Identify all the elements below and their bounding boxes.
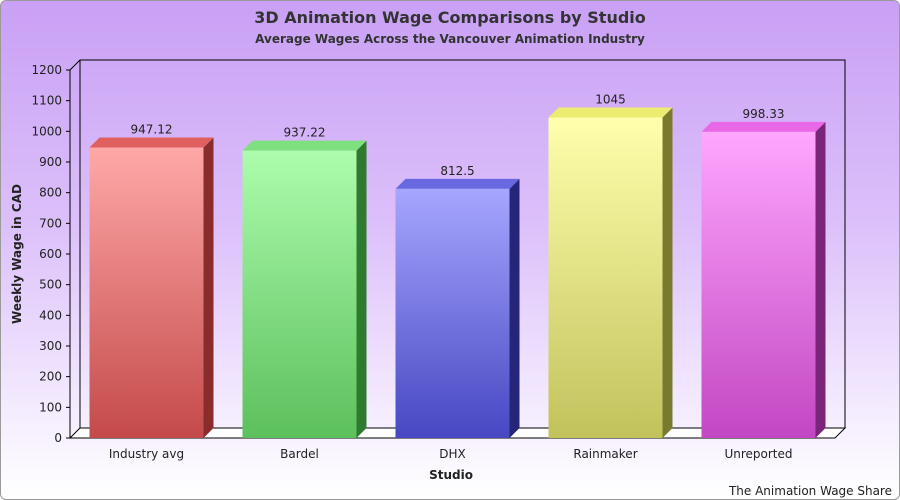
y-tick-label: 1100 [31, 94, 62, 108]
bar [242, 150, 357, 438]
x-axis-label: Studio [429, 468, 473, 482]
bar-industry-avg [89, 137, 214, 438]
y-tick-label: 1200 [31, 63, 62, 77]
bar-bardel [242, 140, 367, 438]
chart-title: 3D Animation Wage Comparisons by Studio [254, 8, 646, 27]
y-tick-label: 900 [39, 155, 62, 169]
bar-rainmaker [548, 107, 673, 439]
bar [89, 147, 204, 438]
bar [701, 131, 816, 438]
data-label: 998.33 [743, 107, 785, 121]
data-label: 947.12 [131, 123, 173, 137]
x-tick-label: Unreported [724, 447, 792, 461]
bar-unreported [701, 121, 826, 439]
y-tick-label: 800 [39, 186, 62, 200]
bar-dhx [395, 178, 520, 439]
y-tick-label: 100 [39, 400, 62, 414]
y-axis-label: Weekly Wage in CAD [10, 184, 24, 324]
bar-side [662, 107, 673, 439]
x-tick-label: Bardel [280, 447, 319, 461]
y-tick-label: 300 [39, 339, 62, 353]
wall-edge [69, 59, 81, 71]
bar-top [701, 121, 826, 132]
data-label: 937.22 [284, 126, 326, 140]
y-tick-label: 400 [39, 308, 62, 322]
plot-area: 0 100 200 300 400 500 600 700 800 900 1000 1100 1200… [31, 59, 847, 461]
y-tick-label: 700 [39, 216, 62, 230]
x-tick-label: Rainmaker [573, 447, 637, 461]
bar [548, 117, 663, 439]
y-tick-label: 0 [54, 431, 62, 445]
bar-top [395, 178, 520, 189]
y-tick-label: 200 [39, 370, 62, 384]
bar-side [815, 121, 826, 439]
footer-credit: The Animation Wage Share [728, 484, 892, 498]
data-label: 1045 [595, 93, 626, 107]
y-tick-label: 600 [39, 247, 62, 261]
data-label: 812.5 [440, 164, 474, 178]
y-tick-label: 1000 [31, 124, 62, 138]
x-tick-label: DHX [439, 447, 465, 461]
bar [395, 188, 510, 438]
x-tick-label: Industry avg [109, 447, 184, 461]
bar-top [242, 140, 367, 151]
y-tick-label: 500 [39, 278, 62, 292]
bar-side [203, 137, 214, 438]
bar-top [89, 137, 214, 148]
bar-top [548, 107, 673, 118]
bar-side [509, 178, 520, 439]
bar-side [356, 140, 367, 438]
chart-subtitle: Average Wages Across the Vancouver Anima… [255, 32, 645, 46]
